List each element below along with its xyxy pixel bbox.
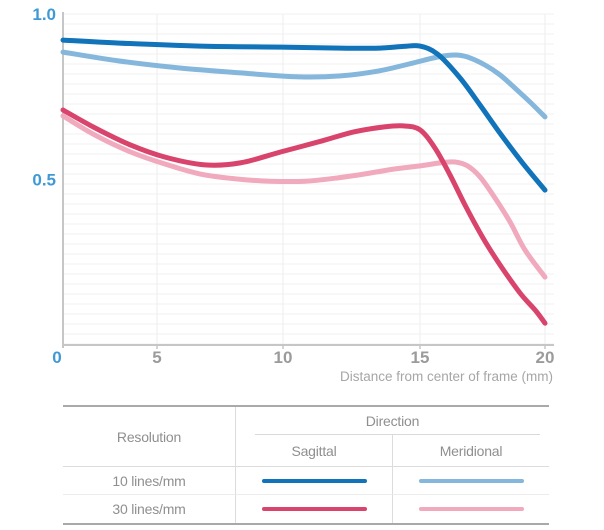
x-tick-label: 0 bbox=[52, 348, 61, 367]
legend-line-10-meridional bbox=[418, 478, 524, 483]
mtf-chart-svg: 1.0 0.5 0 5 10 15 20 Distance from center of fr… bbox=[32, 5, 555, 384]
legend-row-10-meridional-cell bbox=[393, 467, 549, 495]
legend-row-30-sagittal-cell bbox=[236, 495, 393, 523]
curve-10-lines-mm-meridional bbox=[60, 49, 548, 120]
legend-resolution-header: Resolution bbox=[63, 407, 236, 467]
legend-table: Resolution Direction Sagittal Meridional… bbox=[63, 405, 549, 525]
legend-line-10-sagittal bbox=[261, 478, 367, 483]
x-tick-label: 15 bbox=[411, 348, 430, 367]
legend-row-10-label: 10 lines/mm bbox=[63, 467, 236, 495]
x-axis-title: Distance from center of frame (mm) bbox=[340, 369, 553, 384]
legend-line-30-meridional bbox=[418, 507, 524, 511]
legend-sagittal-header: Sagittal bbox=[236, 435, 393, 467]
y-tick-label: 0.5 bbox=[32, 171, 56, 190]
x-tick-label: 5 bbox=[152, 348, 161, 367]
legend-direction-header: Direction bbox=[236, 407, 549, 435]
curve-30-lines-mm-sagittal bbox=[60, 107, 548, 326]
curve-30-lines-mm-meridional bbox=[60, 113, 548, 280]
legend-row-30-meridional-cell bbox=[393, 495, 549, 523]
legend-row-10-sagittal-cell bbox=[236, 467, 393, 495]
mtf-chart-area: 1.0 0.5 0 5 10 15 20 Distance from center of fr… bbox=[32, 5, 555, 384]
x-tick-label: 20 bbox=[536, 348, 555, 367]
legend-line-30-sagittal bbox=[261, 507, 367, 511]
x-tick-label: 10 bbox=[274, 348, 293, 367]
legend-meridional-header: Meridional bbox=[393, 435, 549, 467]
legend-row-30-label: 30 lines/mm bbox=[63, 495, 236, 523]
y-tick-label: 1.0 bbox=[32, 5, 56, 24]
curve-10-lines-mm-sagittal bbox=[60, 37, 548, 193]
